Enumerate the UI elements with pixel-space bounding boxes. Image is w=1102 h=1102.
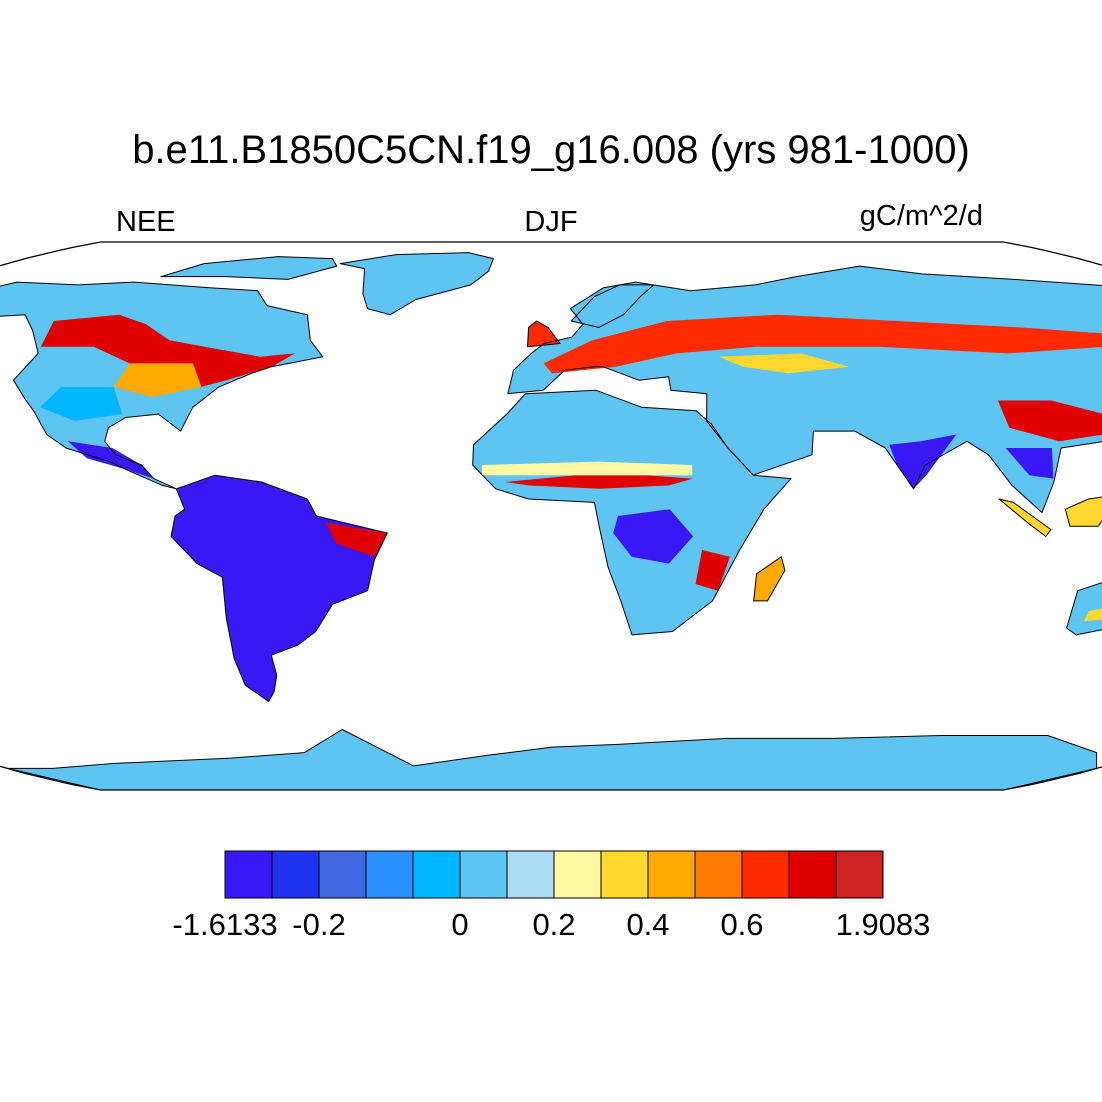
coastline xyxy=(507,265,1102,514)
nee-patch xyxy=(695,550,730,591)
map-boundary xyxy=(0,241,1102,791)
landmass-sumatra xyxy=(999,499,1051,537)
colorbar-swatch xyxy=(741,850,790,899)
coastline xyxy=(527,320,561,348)
nee-patch xyxy=(543,314,1102,374)
map-title: b.e11.B1850C5CN.f19_g16.008 (yrs 981-100… xyxy=(132,128,970,172)
colorbar-swatch xyxy=(506,850,555,899)
landmass-scandinavia xyxy=(571,284,654,328)
coastline xyxy=(753,556,786,602)
colorbar-tick-label: 1.9083 xyxy=(835,907,931,942)
nee-patch xyxy=(1083,604,1102,622)
coastline xyxy=(472,389,792,636)
season-label: DJF xyxy=(524,206,578,238)
nee-patch xyxy=(718,353,850,374)
colorbar-tick-label: 0.2 xyxy=(532,907,576,942)
landmass-madagascar xyxy=(753,556,785,601)
coastline xyxy=(1064,495,1102,527)
colorbar-swatch xyxy=(224,850,273,899)
coastline xyxy=(998,498,1052,537)
variable-label: NEE xyxy=(116,206,176,238)
coastline xyxy=(170,474,388,702)
colorbar-swatch xyxy=(600,850,649,899)
colorbar-swatch xyxy=(788,850,837,899)
colorbar-swatch xyxy=(412,850,461,899)
colorbar-tick-label: 0.4 xyxy=(626,907,670,942)
colorbar-swatch xyxy=(835,850,884,899)
nee-patch xyxy=(113,363,202,398)
nee-patch xyxy=(40,386,123,421)
nee-patch xyxy=(325,522,388,557)
landmass-borneo xyxy=(1065,495,1102,527)
nee-patch xyxy=(505,475,693,489)
colorbar-swatch xyxy=(365,850,414,899)
colorbar-swatch xyxy=(647,850,696,899)
coastline xyxy=(570,284,655,328)
landmass-canadian-arctic-islands xyxy=(161,256,337,280)
coastline xyxy=(1066,552,1102,649)
nee-patch xyxy=(481,461,693,476)
colorbar-swatch xyxy=(318,850,367,899)
nee-patch xyxy=(1005,448,1054,479)
nee-patch xyxy=(40,314,296,387)
colorbar-tick-label: 0.6 xyxy=(720,907,764,942)
colorbar-tick-label: 0 xyxy=(451,907,469,942)
nee-patch xyxy=(67,441,154,479)
colorbar-swatch xyxy=(553,850,602,899)
coastline xyxy=(0,281,324,490)
coastline xyxy=(6,729,1098,790)
colorbar-swatch xyxy=(271,850,320,899)
units-label: gC/m^2/d xyxy=(859,200,983,232)
landmass-antarctica xyxy=(7,729,1097,790)
landmass-british-isles xyxy=(527,321,561,347)
coastline xyxy=(339,252,494,316)
nee-patch xyxy=(997,400,1102,442)
nee-patch xyxy=(613,509,694,564)
colorbar-swatch xyxy=(694,850,743,899)
colorbar-tick-label: -0.2 xyxy=(292,907,346,942)
coastline xyxy=(160,256,338,280)
landmass-greenland xyxy=(340,252,494,315)
nee-patch xyxy=(889,434,957,489)
colorbar-tick-label: -1.6133 xyxy=(172,907,278,942)
colorbar-swatch xyxy=(459,850,508,899)
